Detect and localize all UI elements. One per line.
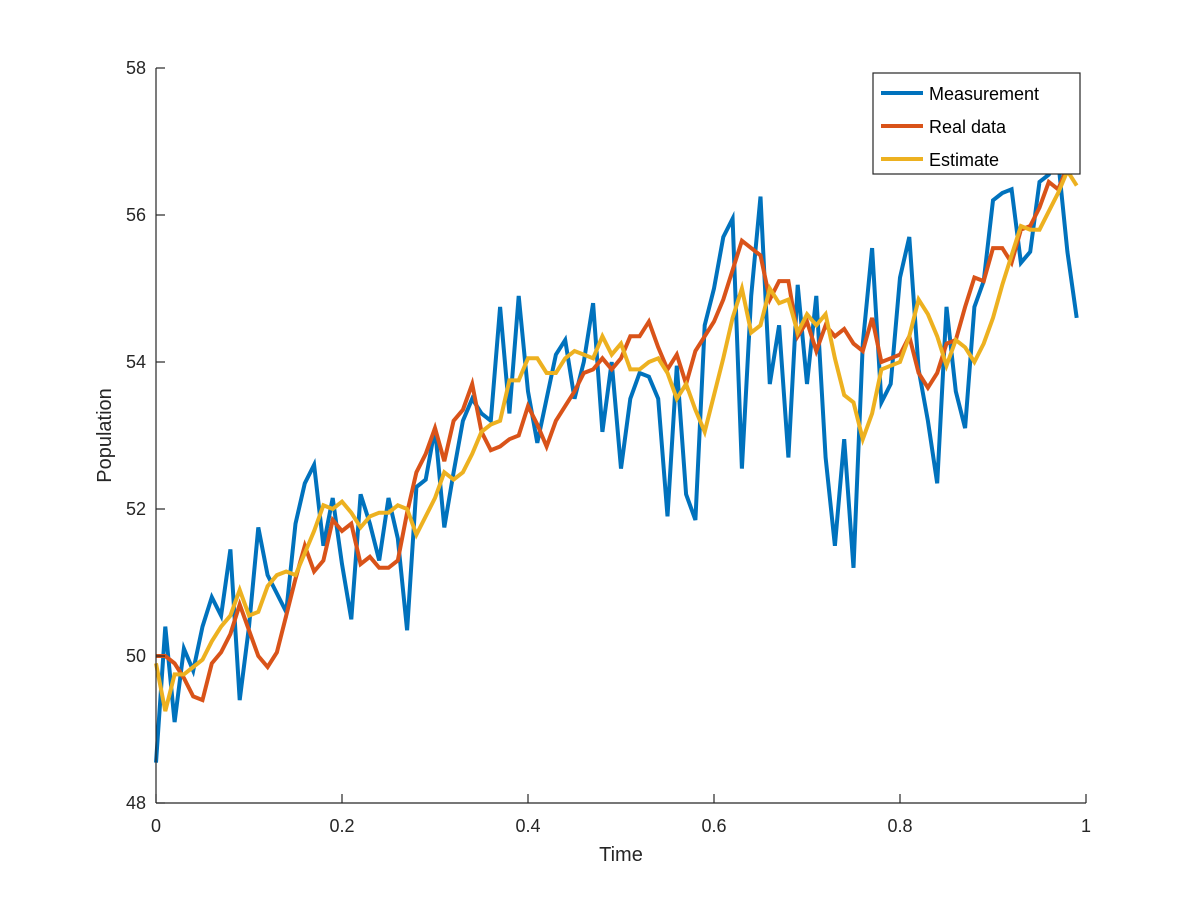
legend-entry: Real data xyxy=(929,117,1007,137)
series-line-1 xyxy=(154,153,1079,763)
x-tick-label: 0.2 xyxy=(329,816,354,836)
axes: 0 0.2 0.4 0.6 0.8 1 48 50 52 54 56 58 xyxy=(126,58,1091,836)
series-line-3 xyxy=(154,166,1079,712)
legend: Measurement Real data Estimate xyxy=(872,72,1081,175)
y-tick-label: 50 xyxy=(126,646,146,666)
y-tick-label: 56 xyxy=(126,205,146,225)
series-lines xyxy=(154,153,1079,763)
legend-entry: Estimate xyxy=(929,150,999,170)
x-tick-label: 0 xyxy=(151,816,161,836)
legend-entry: Measurement xyxy=(929,84,1039,104)
x-tick-label: 0.6 xyxy=(701,816,726,836)
series-line-2 xyxy=(156,164,1078,703)
x-tick-label: 0.4 xyxy=(515,816,540,836)
y-tick-label: 52 xyxy=(126,499,146,519)
y-axis-label: Population xyxy=(94,388,116,483)
y-tick-label: 54 xyxy=(126,352,146,372)
y-tick-label: 48 xyxy=(126,793,146,813)
y-tick-label: 58 xyxy=(126,58,146,78)
x-tick-label: 1 xyxy=(1081,816,1091,836)
x-axis-label: Time xyxy=(599,844,643,866)
x-tick-label: 0.8 xyxy=(887,816,912,836)
